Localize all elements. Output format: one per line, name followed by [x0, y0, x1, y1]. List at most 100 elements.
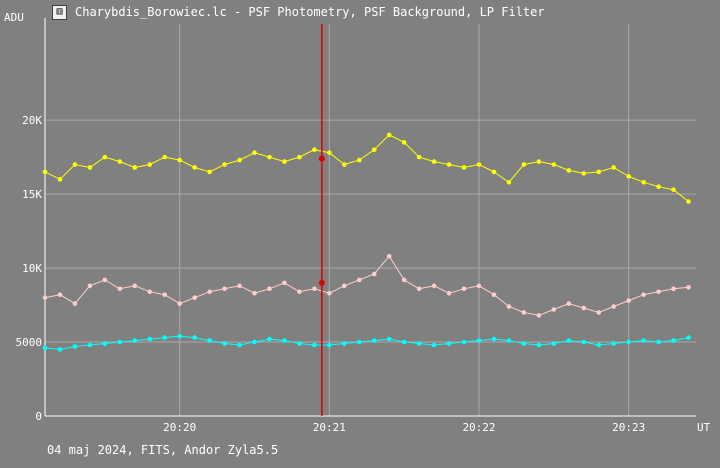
series-1-point [626, 298, 631, 303]
series-0-point [656, 184, 661, 190]
series-2-point [611, 341, 616, 346]
series-2-point [267, 336, 272, 342]
series-2-point [626, 339, 631, 345]
series-1-point [102, 277, 108, 283]
series-1-point [506, 304, 512, 309]
series-0-point [536, 159, 542, 164]
series-0-point [386, 132, 392, 138]
y-tick-label: 5000 [16, 336, 43, 349]
series-2-point [117, 339, 123, 345]
x-axis-label: UT [697, 421, 711, 434]
series-0-point [102, 154, 108, 160]
series-2-point [671, 338, 676, 343]
y-tick-label: 15K [22, 188, 42, 201]
series-2-point [192, 335, 197, 340]
series-0-point [57, 177, 63, 182]
series-2-point [282, 338, 287, 343]
series-2-point [72, 344, 78, 349]
series-2-point [252, 339, 257, 345]
series-2-point [312, 342, 317, 348]
series-2-point [656, 339, 661, 345]
series-1-point [371, 271, 377, 277]
series-1-point [401, 277, 407, 283]
series-1-point [177, 301, 182, 306]
window-title: Charybdis_Borowiec.lc - PSF Photometry, … [75, 5, 545, 19]
series-2-point [102, 341, 108, 346]
series-2-point [177, 333, 182, 339]
series-2-point [87, 342, 93, 348]
series-2-point [581, 339, 587, 345]
series-1-point [162, 292, 168, 298]
series-2-point [686, 335, 691, 340]
series-0-point [207, 169, 212, 175]
series-0-point [282, 159, 287, 164]
series-0-point [297, 154, 302, 160]
series-1-point [267, 286, 272, 292]
y-tick-label: 0 [35, 410, 42, 423]
series-0-point [162, 154, 168, 160]
series-1-point [431, 283, 437, 289]
series-2-point [147, 336, 153, 342]
series-1-point [536, 313, 542, 318]
series-2-point [446, 341, 452, 346]
series-1-point [686, 285, 691, 290]
series-0-point [551, 162, 557, 167]
series-1-point [566, 301, 572, 306]
series-2-point [506, 338, 512, 343]
series-1-point [147, 289, 153, 295]
series-2-point [57, 347, 63, 352]
series-2-point [297, 341, 302, 346]
series-0-point [431, 159, 437, 164]
series-0-point [491, 169, 497, 175]
series-1-point [671, 286, 676, 292]
series-1-point [641, 292, 646, 298]
series-1-point [42, 295, 48, 300]
chart-window-icon[interactable]: ▥ [52, 4, 67, 20]
series-2-point [641, 338, 646, 343]
series-2-point [416, 341, 422, 346]
series-1-point [192, 295, 197, 300]
series-1-point [222, 286, 227, 292]
series-2-point [371, 338, 377, 343]
y-tick-label: 10K [22, 262, 42, 275]
series-1-point [342, 283, 347, 289]
series-2-point [401, 339, 407, 345]
x-tick-label: 20:21 [313, 421, 346, 434]
series-2-point [491, 336, 497, 342]
series-1-point [117, 286, 123, 292]
series-0-point [252, 150, 257, 155]
series-1-point [521, 310, 527, 315]
series-2-point [386, 336, 392, 342]
series-0-point [356, 157, 362, 163]
series-2-point [551, 341, 557, 346]
series-1-point [57, 292, 63, 298]
series-0-point [686, 199, 691, 204]
series-0-point [611, 165, 616, 170]
series-2-point [237, 342, 242, 348]
series-0-point [117, 159, 123, 164]
window-titlebar: ▥ Charybdis_Borowiec.lc - PSF Photometry… [0, 0, 720, 24]
series-0-point [416, 154, 422, 160]
series-1-point [356, 277, 362, 283]
series-2-line [44, 335, 689, 350]
series-0-point [72, 162, 78, 167]
series-1-point [132, 283, 138, 289]
series-2-point [596, 342, 602, 348]
series-0-point [506, 179, 512, 185]
series-0-point [177, 157, 182, 163]
series-1-point [282, 280, 287, 286]
series-1-point [312, 286, 317, 292]
series-0-point [581, 171, 587, 176]
series-1-point [237, 283, 242, 289]
series-2-point [356, 339, 362, 345]
series-0-point [192, 165, 197, 170]
series-0-point [671, 187, 676, 192]
series-2-point [207, 338, 212, 343]
series-0-point [626, 174, 631, 179]
series-1-point [297, 289, 302, 295]
series-0-point [401, 140, 407, 145]
series-1-point [87, 283, 93, 289]
series-0-point [147, 162, 153, 167]
series-1-point [656, 289, 661, 295]
